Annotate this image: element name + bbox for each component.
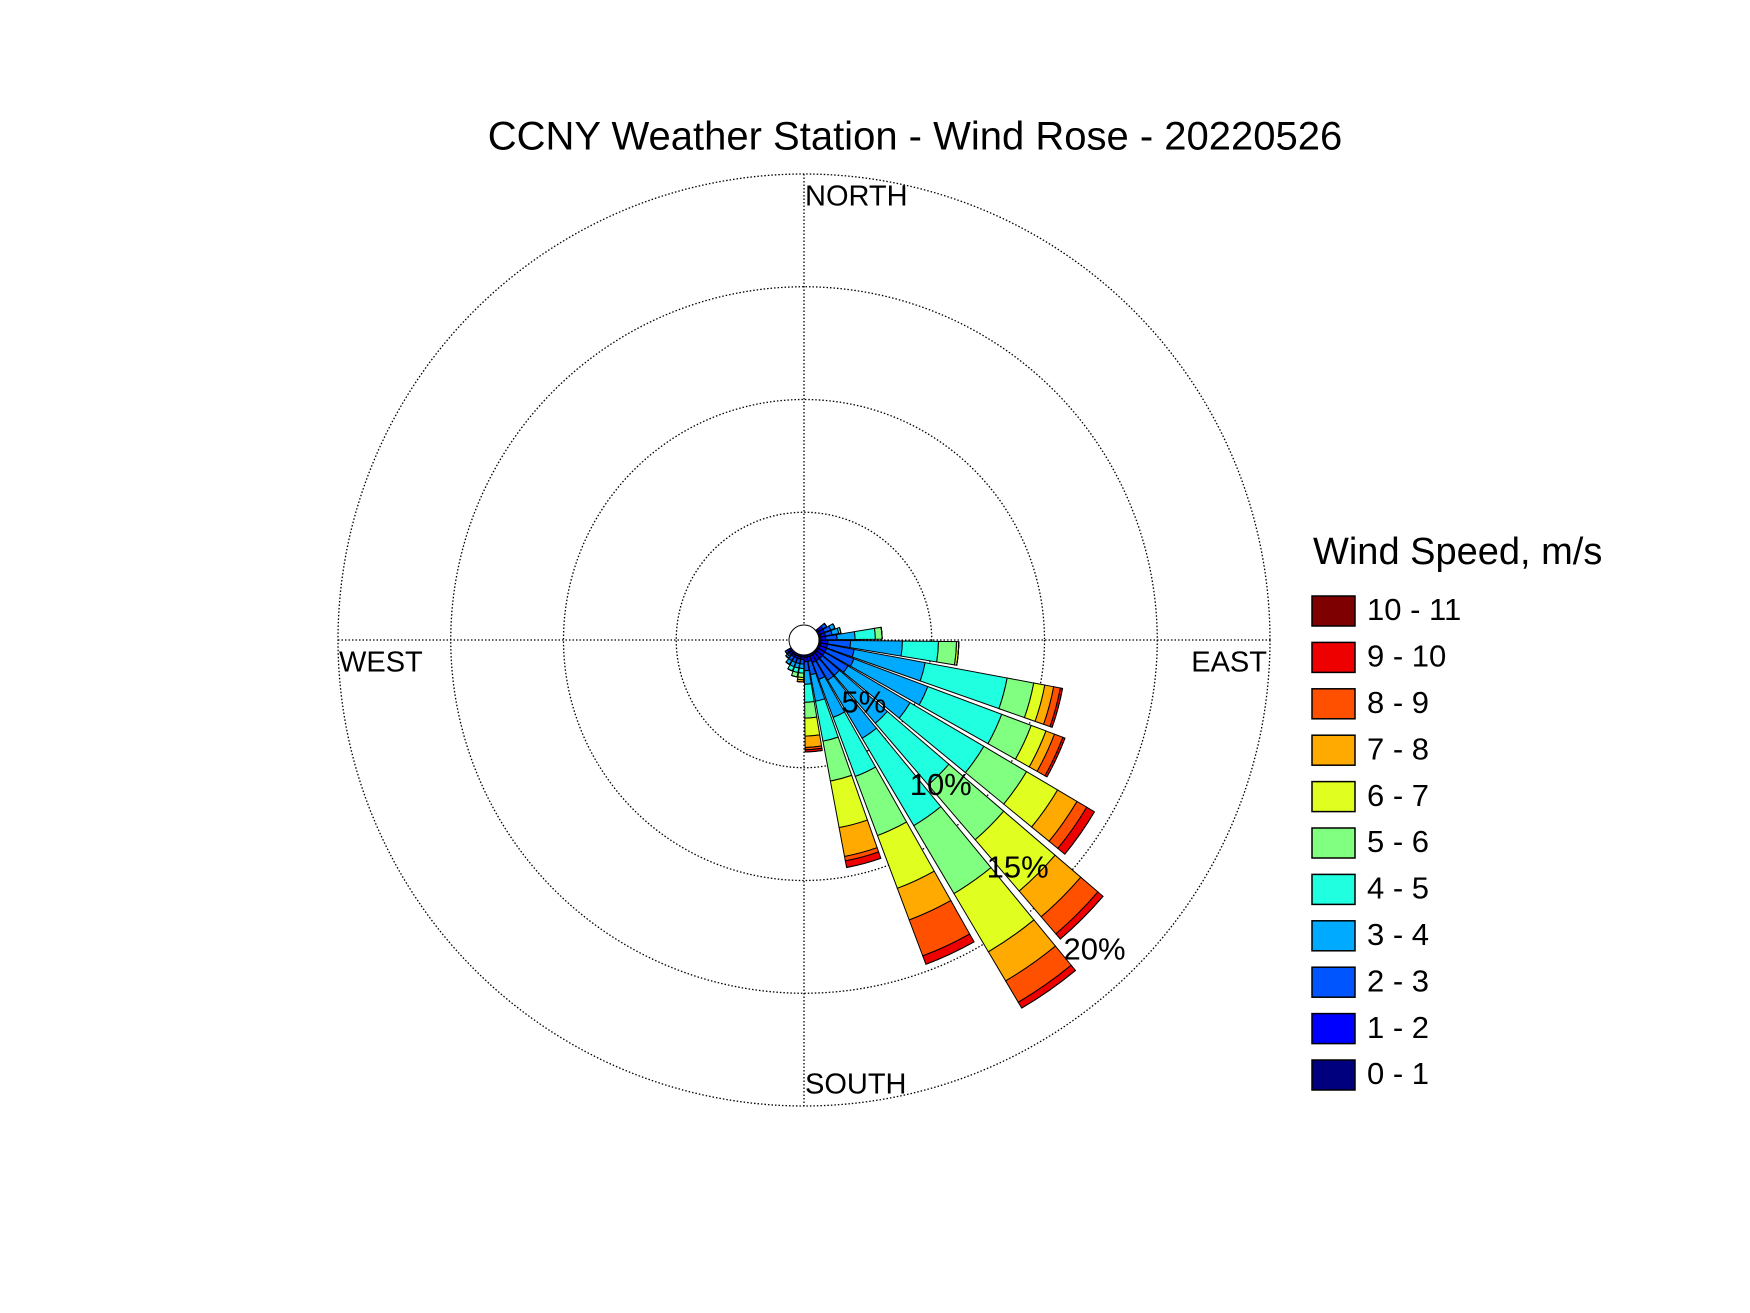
legend-label: 0 - 1 [1367, 1056, 1429, 1091]
r-tick-label: 5% [841, 684, 886, 719]
direction-label: EAST [1191, 647, 1267, 679]
grid-ring [562, 398, 1046, 882]
wedge-segment [1021, 970, 1076, 1009]
direction-label: SOUTH [805, 1069, 907, 1101]
chart-title: CCNY Weather Station - Wind Rose - 20220… [488, 115, 1343, 159]
wedge-segment [804, 716, 821, 737]
wedge-segment [832, 623, 836, 629]
legend-label: 10 - 11 [1367, 592, 1461, 627]
legend-label: 9 - 10 [1367, 639, 1446, 674]
legend-swatch [1311, 1012, 1356, 1045]
legend-swatch [1311, 595, 1356, 627]
grid-ring [450, 286, 1158, 994]
legend-label: 8 - 9 [1367, 685, 1429, 720]
legend-label: 2 - 3 [1367, 963, 1429, 998]
legend-label: 3 - 4 [1367, 917, 1429, 952]
legend-swatch [1311, 966, 1356, 998]
legend-label: 6 - 7 [1367, 778, 1429, 813]
wedge-segment [785, 655, 789, 659]
wedge-segment [804, 734, 823, 748]
grid-ring [675, 511, 933, 769]
legend-swatch [1311, 827, 1356, 859]
direction-label: WEST [339, 647, 423, 679]
wedge-segment [936, 640, 958, 666]
legend-swatch [1311, 780, 1356, 813]
legend-swatch [1311, 873, 1356, 906]
wedge-segment [853, 627, 876, 640]
legend-swatch [1311, 734, 1356, 766]
wedge-segment [925, 941, 975, 965]
legend-title: Wind Speed, m/s [1313, 531, 1602, 573]
r-tick-label: 20% [1064, 932, 1126, 967]
legend-swatch [1311, 920, 1356, 952]
legend-label: 5 - 6 [1367, 824, 1429, 859]
r-tick-label: 10% [910, 767, 972, 802]
legend-swatch [1311, 688, 1356, 720]
r-tick-label: 15% [987, 849, 1049, 884]
wedge-segment [797, 681, 804, 683]
center-hole [788, 624, 820, 656]
legend-swatch [1311, 641, 1356, 674]
grid-ring [337, 173, 1271, 1107]
legend-label: 7 - 8 [1367, 731, 1429, 766]
legend-swatch [1311, 1059, 1356, 1091]
wedge-segment [787, 668, 793, 672]
layer [784, 622, 1104, 1009]
legend-label: 1 - 2 [1367, 1010, 1429, 1045]
layer: 5% 10% 15% 20% 0 - 1 1 - 2 2 - 3 3 - 4 4 - 5 5 - … [841, 592, 1461, 1091]
direction-label: NORTH [805, 181, 908, 213]
wedge-segment [956, 641, 960, 666]
wedge-segment [804, 700, 818, 719]
legend-label: 4 - 5 [1367, 871, 1429, 906]
